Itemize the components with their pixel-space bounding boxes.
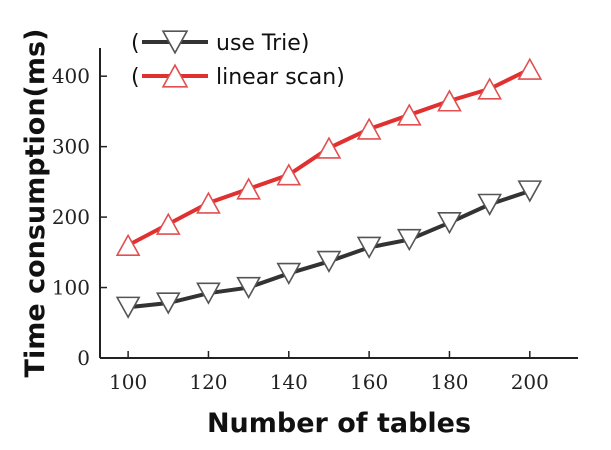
data-point (437, 89, 462, 112)
legend-label: use Trie) (216, 31, 309, 56)
data-point (236, 177, 261, 200)
axes (99, 48, 578, 359)
data-point (276, 262, 302, 286)
y-tick-label: 300 (52, 135, 90, 159)
data-point (155, 212, 181, 235)
data-point (316, 136, 342, 159)
data-point (115, 296, 141, 319)
x-tick-label: 160 (350, 370, 388, 394)
data-point (517, 57, 543, 80)
data-point (517, 180, 543, 203)
data-point (477, 193, 502, 216)
y-tick-label: 400 (52, 64, 90, 88)
x-tick-label: 180 (430, 370, 468, 394)
legend-paren: ( (131, 65, 140, 90)
y-tick-label: 200 (52, 205, 90, 229)
legend: ( use Trie) ( linear scan) (131, 30, 345, 90)
x-tick-label: 140 (270, 370, 308, 394)
y-tick-label: 100 (52, 276, 90, 300)
data-point (236, 276, 261, 300)
ticks: 100 120 140 160 180 200 0 100 200 300 400 (52, 64, 549, 394)
data-point (396, 103, 422, 126)
series-layer (115, 57, 543, 319)
series-0 (115, 180, 543, 319)
legend-label: linear scan) (216, 65, 345, 90)
legend-marker (161, 63, 189, 88)
series-1 (115, 57, 543, 256)
data-point (115, 233, 141, 256)
data-point (437, 212, 462, 235)
data-point (396, 228, 422, 252)
x-tick-label: 120 (189, 370, 227, 394)
series-line (127, 189, 531, 310)
data-point (316, 250, 342, 274)
legend-marker (161, 30, 189, 55)
y-tick-label: 0 (77, 346, 90, 370)
data-point (276, 163, 302, 186)
x-tick-label: 100 (109, 370, 147, 394)
y-axis-title: Time consumption(ms) (20, 29, 51, 378)
data-point (196, 282, 221, 305)
x-axis-title: Number of tables (207, 408, 471, 439)
data-point (356, 117, 382, 140)
legend-paren: ( (131, 31, 140, 56)
data-point (356, 236, 382, 259)
data-point (477, 77, 502, 100)
data-point (155, 292, 181, 315)
x-tick-label: 200 (511, 370, 549, 394)
data-point (196, 191, 221, 214)
